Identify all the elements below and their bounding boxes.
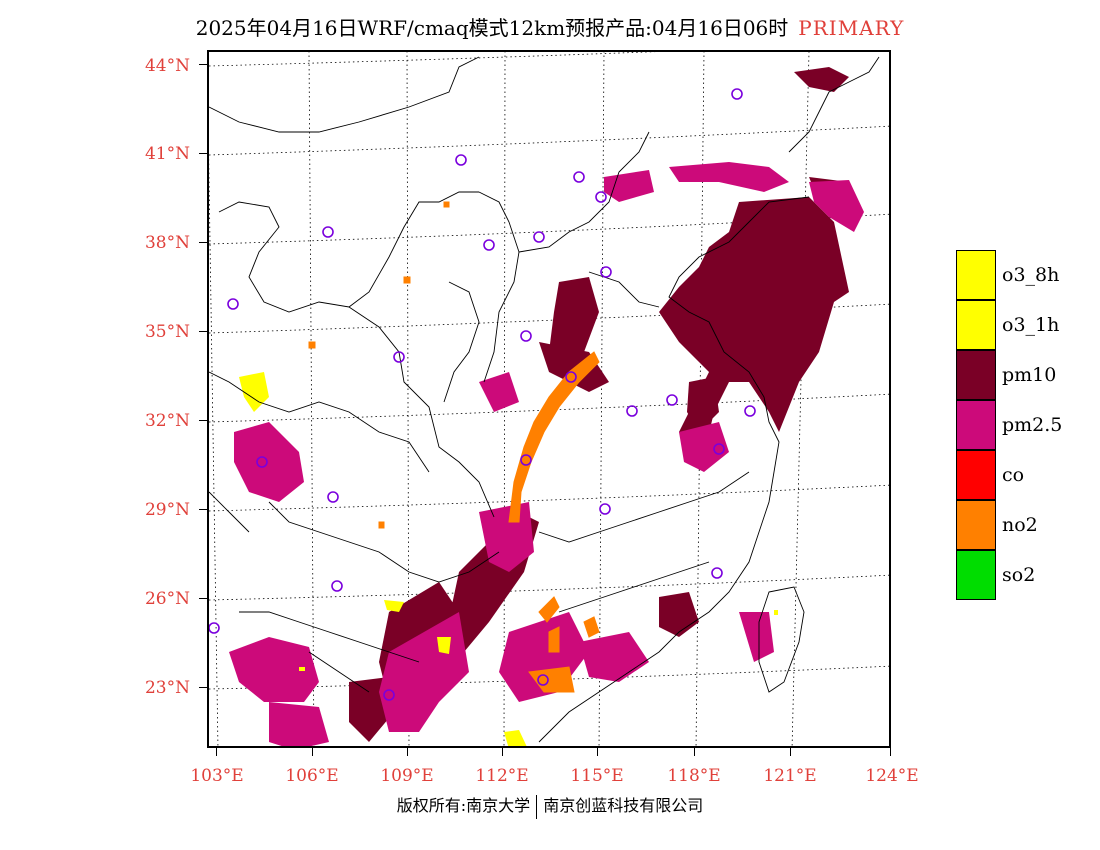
station-markers [209, 88, 756, 701]
footer-separator [536, 794, 538, 819]
lat-label-26: 26°N [144, 589, 190, 609]
footer-left: 版权所有:南京大学 [396, 796, 531, 815]
o3-areas [239, 372, 778, 746]
lon-label-118: 118°E [667, 766, 721, 786]
lon-label-115: 115°E [570, 766, 624, 786]
legend-label: co [1002, 464, 1025, 486]
legend-label: pm10 [1002, 364, 1057, 386]
primary-tag: PRIMARY [798, 16, 905, 40]
lon-label-103: 103°E [190, 766, 244, 786]
legend-label: pm2.5 [1002, 414, 1063, 436]
lat-label-41: 41°N [144, 144, 190, 164]
lon-label-106: 106°E [285, 766, 339, 786]
lat-label-44: 44°N [144, 56, 190, 76]
legend-swatch [956, 450, 996, 500]
lat-label-32: 32°N [144, 411, 190, 431]
legend-label: so2 [1002, 564, 1036, 586]
lon-label-121: 121°E [763, 766, 817, 786]
map-canvas [209, 52, 889, 746]
pollution-map [207, 50, 891, 748]
legend-label: no2 [1002, 514, 1038, 536]
no2-areas [308, 201, 600, 693]
legend-label: o3_1h [1002, 314, 1060, 336]
legend-swatch [956, 400, 996, 450]
footer-right: 南京创蓝科技有限公司 [543, 796, 704, 815]
lat-label-23: 23°N [144, 678, 190, 698]
lat-label-29: 29°N [144, 500, 190, 520]
legend-swatch [956, 550, 996, 600]
legend-swatch [956, 500, 996, 550]
lon-label-109: 109°E [380, 766, 434, 786]
lat-label-38: 38°N [144, 233, 190, 253]
copyright-footer: 版权所有:南京大学 南京创蓝科技有限公司 [0, 792, 1100, 819]
legend-swatch [956, 300, 996, 350]
lon-label-124: 124°E [865, 766, 919, 786]
title-text: 2025年04月16日WRF/cmaq模式12km预报产品:04月16日06时 [195, 16, 789, 40]
legend-label: o3_8h [1002, 264, 1060, 286]
lon-label-112: 112°E [475, 766, 529, 786]
legend-swatch [956, 350, 996, 400]
lat-label-35: 35°N [144, 322, 190, 342]
legend-swatch [956, 250, 996, 300]
map-title: 2025年04月16日WRF/cmaq模式12km预报产品:04月16日06时 P… [0, 12, 1100, 41]
pm25-areas [229, 162, 864, 746]
boundaries [209, 56, 880, 743]
